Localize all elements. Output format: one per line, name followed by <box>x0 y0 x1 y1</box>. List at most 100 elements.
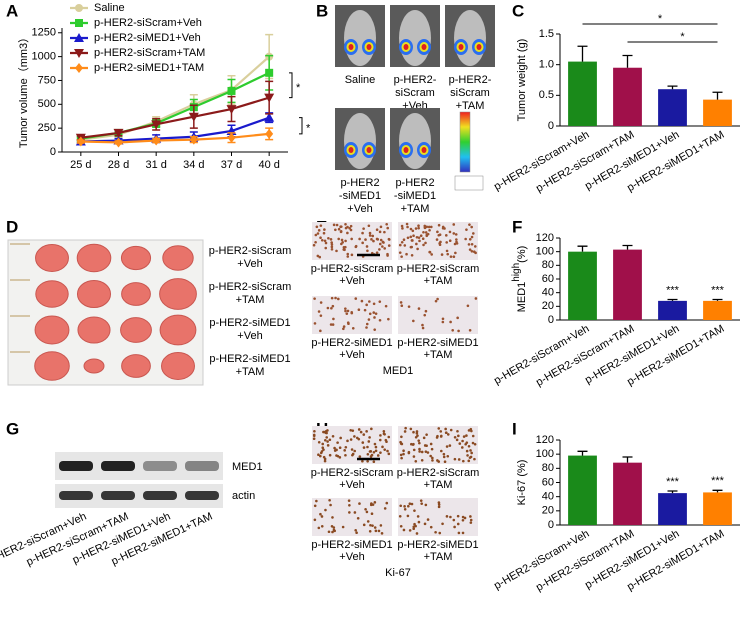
tumor <box>35 280 69 308</box>
image-label: +TAM <box>236 294 265 306</box>
ihc-nucleus <box>343 449 346 452</box>
ihc-nucleus <box>400 435 403 439</box>
series-line <box>80 116 270 143</box>
ihc-nucleus <box>449 255 453 258</box>
ihc-nucleus <box>413 509 416 512</box>
ihc-nucleus <box>335 448 338 452</box>
point <box>113 128 124 138</box>
significance-label: *** <box>666 284 680 296</box>
ihc-nucleus <box>415 532 419 535</box>
ihc-nucleus <box>354 528 357 532</box>
ihc-nucleus <box>453 436 457 439</box>
ihc-nucleus <box>467 459 471 463</box>
stain-label: Ki-67 <box>385 567 411 579</box>
ihc-nucleus <box>335 454 338 457</box>
ihc-nucleus <box>437 460 441 463</box>
ihc-nucleus <box>448 444 452 447</box>
mouse-body <box>344 10 376 66</box>
point <box>151 120 162 130</box>
image-label: p-HER2-siScram <box>397 467 480 479</box>
ihc-nucleus <box>469 521 473 524</box>
bar <box>703 492 732 525</box>
ihc-nucleus <box>444 431 448 435</box>
ihc-nucleus <box>313 322 317 325</box>
ihc-nucleus <box>470 235 474 239</box>
signal-core <box>348 44 354 50</box>
ihc-nucleus <box>428 250 431 254</box>
point <box>265 68 274 77</box>
ihc-nucleus <box>320 238 324 242</box>
ihc-nucleus <box>417 224 420 228</box>
ihc-nucleus <box>365 303 368 307</box>
ihc-nucleus <box>387 317 390 321</box>
ihc-nucleus <box>351 453 354 457</box>
ihc-nucleus <box>406 236 410 240</box>
ihc-nucleus <box>330 245 334 249</box>
significance-label: * <box>680 31 685 43</box>
ihc-nucleus <box>324 508 327 512</box>
ihc-nucleus <box>372 450 376 454</box>
ihc-nucleus <box>437 233 441 237</box>
ihc-nucleus <box>473 442 477 446</box>
ihc-nucleus <box>386 226 390 230</box>
image-label: +TAM <box>401 203 430 215</box>
ihc-nucleus <box>323 459 327 463</box>
ihc-nucleus <box>330 306 333 310</box>
y-axis-label: Ki-67 (%) <box>516 460 528 506</box>
ihc-nucleus <box>423 444 427 447</box>
ihc-nucleus <box>372 302 376 306</box>
significance-label: * <box>306 123 311 135</box>
blot-band <box>143 491 177 500</box>
y-tick-label: 100 <box>536 448 554 460</box>
ihc-nucleus <box>324 431 328 435</box>
ihc-nucleus <box>375 251 379 254</box>
image-label: p-HER2-siMED1 <box>311 337 392 349</box>
ihc-nucleus <box>452 223 456 226</box>
ihc-nucleus <box>430 253 434 256</box>
ihc-nucleus <box>421 326 425 330</box>
ihc-nucleus <box>445 241 448 244</box>
ihc-nucleus <box>321 442 325 446</box>
legend-label: Saline <box>94 2 125 14</box>
ihc-nucleus <box>364 238 367 241</box>
ihc-nucleus <box>434 530 437 534</box>
signal-core <box>366 44 372 50</box>
signal-core <box>366 147 372 153</box>
ihc-nucleus <box>358 237 361 241</box>
ihc-nucleus <box>348 503 351 507</box>
ihc-nucleus <box>348 226 351 230</box>
ihc-nucleus <box>331 516 334 519</box>
ihc-nucleus <box>473 245 477 248</box>
ihc-nucleus <box>328 453 332 457</box>
ihc-nucleus <box>318 255 322 259</box>
ihc-nucleus <box>317 229 321 232</box>
tumor <box>76 243 112 273</box>
panel-letter: G <box>6 419 19 438</box>
tumor <box>34 351 70 381</box>
ihc-nucleus <box>355 436 359 440</box>
ihc-nucleus <box>346 321 350 324</box>
ihc-nucleus <box>333 446 336 450</box>
y-tick-label: 120 <box>536 232 554 244</box>
ihc-nucleus <box>353 449 357 453</box>
ihc-nucleus <box>471 441 475 445</box>
ihc-nucleus <box>435 238 439 241</box>
ihc-nucleus <box>331 304 335 308</box>
ihc-nucleus <box>376 454 380 457</box>
ihc-nucleus <box>326 444 330 447</box>
significance-label: *** <box>666 476 680 488</box>
ihc-nucleus <box>370 238 373 241</box>
y-tick-label: 0 <box>548 120 554 132</box>
ihc-nucleus <box>350 448 354 451</box>
ihc-nucleus <box>387 452 391 456</box>
image-label: p-HER2-siMED1 <box>397 539 478 551</box>
ihc-nucleus <box>402 452 405 456</box>
ihc-nucleus <box>344 222 347 226</box>
ihc-nucleus <box>470 242 474 246</box>
ihc-nucleus <box>401 227 404 230</box>
ihc-nucleus <box>429 442 433 446</box>
ihc-nucleus <box>366 452 370 456</box>
ihc-nucleus <box>346 309 350 313</box>
y-axis-label-main: Ki-67 (%) <box>516 460 528 506</box>
ihc-nucleus <box>474 251 477 255</box>
